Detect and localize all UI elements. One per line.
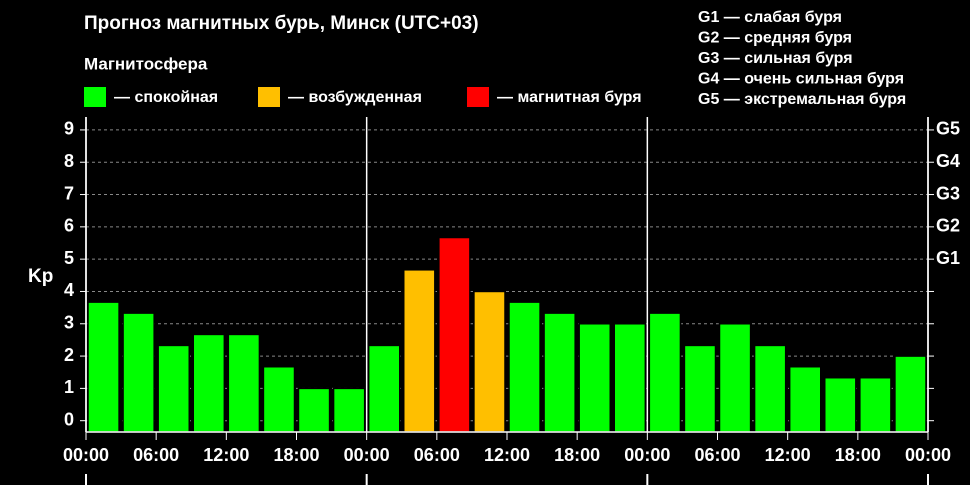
x-tick-label: 18:00 — [835, 445, 881, 465]
y2-tick-label: G2 — [936, 216, 960, 236]
bar — [262, 365, 296, 433]
y-tick-label: 6 — [64, 216, 74, 236]
scale-note: G2 — средняя буря — [698, 30, 852, 47]
x-tick-label: 12:00 — [203, 445, 249, 465]
legend-swatch — [467, 87, 489, 107]
x-tick-label: 06:00 — [694, 445, 740, 465]
scale-note: G4 — очень сильная буря — [698, 71, 904, 88]
legend-label: — спокойная — [114, 89, 218, 106]
x-tick-label: 12:00 — [484, 445, 530, 465]
bar — [613, 323, 647, 433]
bar — [824, 376, 857, 433]
x-tick-label: 06:00 — [414, 445, 460, 465]
y-tick-label: 8 — [64, 151, 74, 171]
x-tick-label: 00:00 — [624, 445, 670, 465]
y-tick-label: 7 — [64, 183, 74, 203]
bar — [648, 312, 682, 433]
bar — [859, 376, 892, 433]
bar — [473, 290, 506, 433]
scale-note: G3 — сильная буря — [698, 50, 853, 67]
y-axis-label: Kp — [28, 266, 53, 287]
x-tick-label: 00:00 — [344, 445, 390, 465]
bar — [718, 323, 752, 433]
bar — [543, 312, 576, 433]
bar — [332, 387, 366, 433]
x-tick-label: 12:00 — [765, 445, 811, 465]
y-tick-label: 3 — [64, 313, 74, 333]
chart-title: Прогноз магнитных бурь, Минск (UTC+03) — [84, 13, 479, 34]
bar — [438, 236, 471, 433]
y-tick-label: 2 — [64, 345, 74, 365]
y-tick-label: 4 — [64, 280, 74, 300]
bar — [367, 344, 401, 433]
bar — [122, 312, 155, 433]
bar — [753, 344, 787, 433]
bar — [508, 301, 541, 433]
y2-tick-label: G5 — [936, 119, 960, 139]
legend-label: — возбужденная — [288, 89, 422, 106]
y2-tick-label: G1 — [936, 248, 960, 268]
x-tick-label: 18:00 — [554, 445, 600, 465]
x-tick-label: 06:00 — [133, 445, 179, 465]
bar — [192, 333, 226, 433]
legend-title: Магнитосфера — [84, 54, 208, 73]
bar — [297, 387, 331, 433]
legend-label: — магнитная буря — [497, 89, 642, 106]
y-tick-label: 9 — [64, 119, 74, 139]
x-tick-label: 18:00 — [273, 445, 319, 465]
scale-note: G5 — экстремальная буря — [698, 91, 906, 108]
x-tick-label: 00:00 — [63, 445, 109, 465]
scale-note: G1 — слабая буря — [698, 9, 842, 26]
bar — [683, 344, 717, 433]
x-tick-label: 00:00 — [905, 445, 951, 465]
bar — [894, 355, 927, 433]
legend-swatch — [84, 87, 106, 107]
y-tick-label: 1 — [64, 377, 74, 397]
bar — [578, 323, 612, 433]
bar — [87, 301, 120, 433]
bar — [403, 269, 436, 433]
y-tick-label: 0 — [64, 409, 74, 429]
bar — [788, 365, 822, 433]
bar — [157, 344, 191, 433]
legend-swatch — [258, 87, 280, 107]
y2-tick-label: G4 — [936, 151, 960, 171]
bar — [227, 333, 261, 433]
y-tick-label: 5 — [64, 248, 74, 268]
y2-tick-label: G3 — [936, 183, 960, 203]
